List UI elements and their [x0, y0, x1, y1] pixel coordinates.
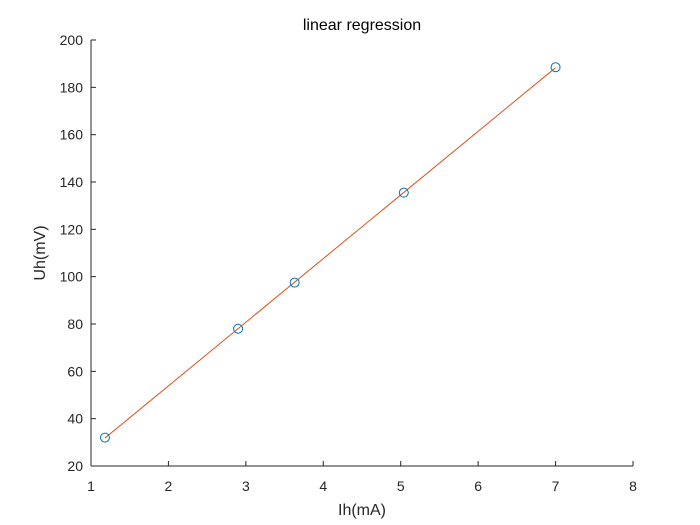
x-tick-label: 2 [165, 478, 173, 494]
x-axis-label: Ih(mA) [338, 502, 386, 519]
data-point [99, 432, 110, 443]
y-tick-label: 120 [60, 221, 84, 237]
x-tick-label: 7 [552, 478, 560, 494]
data-layer [99, 62, 561, 443]
x-tick-label: 8 [629, 478, 637, 494]
y-tick-label: 100 [60, 269, 84, 285]
y-tick-label: 200 [60, 32, 84, 48]
y-tick-label: 160 [60, 127, 84, 143]
data-point [289, 277, 300, 288]
y-tick-label: 60 [67, 363, 83, 379]
x-tick-label: 1 [87, 478, 95, 494]
data-point [233, 323, 244, 334]
y-tick-label: 40 [67, 411, 83, 427]
x-tick-label: 3 [242, 478, 250, 494]
axes-layer: 1 2 3 4 5 6 7 8 20 40 60 80 100 120 140 160 180 200 [60, 32, 637, 494]
y-tick-label: 180 [60, 79, 84, 95]
y-tick-label: 140 [60, 174, 84, 190]
x-tick-label: 5 [397, 478, 405, 494]
y-axis-label: Uh(mV) [32, 225, 49, 280]
data-point [398, 187, 409, 198]
regression-line [104, 67, 556, 439]
chart-title: linear regression [303, 17, 421, 34]
y-tick-label: 20 [67, 458, 83, 474]
data-point [550, 62, 561, 73]
y-tick-label: 80 [67, 316, 83, 332]
x-tick-label: 4 [319, 478, 327, 494]
x-tick-label: 6 [474, 478, 482, 494]
